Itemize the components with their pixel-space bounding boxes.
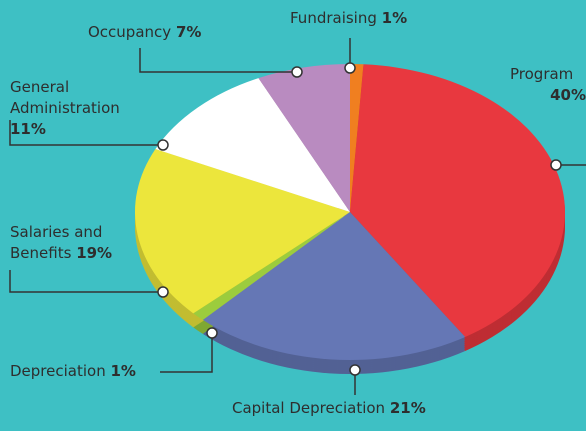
leader-line <box>9 120 163 146</box>
leader-dot <box>157 139 169 151</box>
category-name: Fundraising <box>290 9 377 27</box>
slice <box>135 148 350 314</box>
slice-label: Occupancy 7% <box>88 22 228 43</box>
leader-line <box>139 48 297 73</box>
slice <box>155 78 350 212</box>
slice-label: Depreciation 1% <box>10 361 160 382</box>
slice <box>202 212 466 360</box>
leader-dot <box>206 327 218 339</box>
value-label: 1% <box>381 9 408 27</box>
value-label: 1% <box>110 362 136 380</box>
category-name: Salaries and Benefits <box>10 223 103 262</box>
value-label: 40% <box>550 86 586 104</box>
leader-dot <box>157 286 169 298</box>
slice-label: Salaries and Benefits 19% <box>10 222 135 264</box>
slice-label: Program 40% <box>510 64 586 106</box>
category-name: General Administration <box>10 78 120 117</box>
category-name: Program <box>510 65 574 83</box>
value-label: 7% <box>175 23 202 41</box>
value-label: 11% <box>10 120 46 138</box>
slice <box>258 64 350 212</box>
value-label: 21% <box>389 399 426 417</box>
category-name: Occupancy <box>88 23 172 41</box>
leader-dot <box>550 159 562 171</box>
leader-dot <box>344 62 356 74</box>
slice-label: Capital Depreciation 21% <box>232 398 472 419</box>
slice <box>193 212 350 320</box>
leader-dot <box>349 364 361 376</box>
leader-line <box>160 333 213 373</box>
category-name: Depreciation <box>10 362 106 380</box>
leader-line <box>9 270 163 293</box>
category-name: Capital Depreciation <box>232 399 386 417</box>
slice <box>350 64 364 212</box>
value-label: 19% <box>76 244 113 262</box>
slice-label: General Administration 11% <box>10 77 160 140</box>
leader-dot <box>291 66 303 78</box>
slice-label: Fundraising 1% <box>290 8 430 29</box>
slice <box>350 64 566 337</box>
